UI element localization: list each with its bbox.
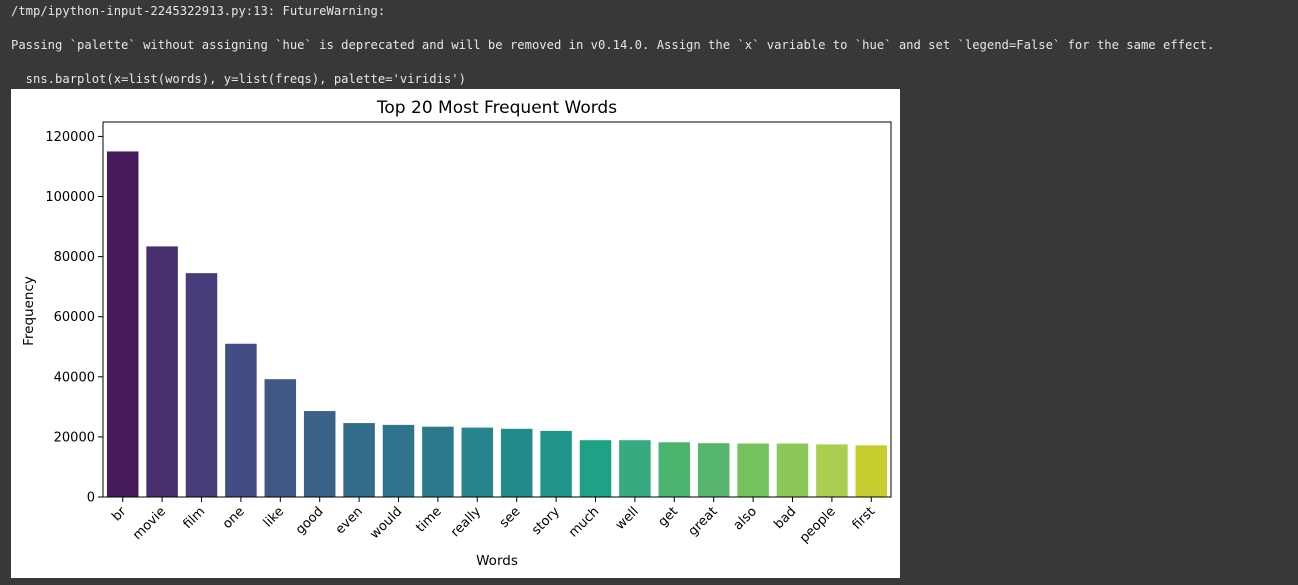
- bar-good: [303, 411, 336, 497]
- axes-frame: [102, 121, 892, 498]
- bar-really: [461, 427, 494, 497]
- bar-br: [106, 151, 139, 497]
- bar-also: [737, 443, 769, 497]
- y-tick-label: 100000: [45, 190, 95, 205]
- x-tick-label: time: [413, 504, 444, 535]
- x-tick-label: like: [261, 504, 287, 530]
- x-tick-label: much: [566, 504, 602, 540]
- x-tick-label: people: [797, 504, 839, 546]
- bar-one: [225, 343, 257, 497]
- warning-message: Passing `palette` without assigning `hue…: [11, 38, 1215, 52]
- y-tick-label: 60000: [54, 310, 95, 325]
- x-axis-label: Words: [476, 553, 518, 569]
- chart-title: Top 20 Most Frequent Words: [376, 98, 617, 118]
- x-tick-label: would: [367, 504, 405, 542]
- y-tick-label: 20000: [54, 430, 95, 445]
- bar-would: [382, 424, 415, 497]
- y-tick-label: 40000: [54, 370, 95, 385]
- bar-movie: [146, 246, 178, 497]
- bar-time: [422, 426, 454, 497]
- warning-header: /tmp/ipython-input-2245322913.py:13: Fut…: [11, 4, 386, 18]
- y-tick-label: 0: [87, 491, 95, 506]
- bar-like: [264, 379, 297, 497]
- x-tick-label: even: [333, 504, 366, 537]
- x-tick-label: great: [686, 504, 721, 539]
- x-tick-label: well: [613, 504, 642, 533]
- x-tick-label: one: [220, 504, 248, 532]
- x-tick-label: br: [109, 504, 130, 525]
- y-tick-label: 80000: [54, 250, 95, 265]
- bar-film: [185, 273, 218, 497]
- bar-even: [343, 423, 375, 497]
- bar-people: [816, 444, 848, 497]
- y-axis-label: Frequency: [21, 276, 37, 346]
- x-tick-label: movie: [130, 504, 169, 543]
- bar-first: [855, 445, 888, 497]
- chart-figure: Top 20 Most Frequent Words Frequency Wor…: [11, 89, 900, 578]
- bar-well: [619, 440, 651, 497]
- x-tick-label: film: [180, 504, 208, 532]
- x-tick-label: bad: [771, 504, 799, 532]
- bar-see: [500, 428, 533, 497]
- warning-code-line: sns.barplot(x=list(words), y=list(freqs)…: [11, 72, 466, 86]
- x-tick-label: first: [850, 504, 879, 533]
- x-tick-label: get: [655, 504, 681, 530]
- x-tick-label: also: [731, 504, 760, 533]
- x-tick-label: see: [497, 504, 524, 531]
- bar-much: [579, 440, 612, 497]
- bar-bad: [776, 443, 809, 497]
- x-tick-label: good: [293, 504, 327, 538]
- x-tick-label: story: [529, 504, 563, 538]
- x-tick-label: really: [448, 504, 484, 540]
- bar-get: [658, 442, 691, 497]
- bar-great: [697, 443, 730, 497]
- bar-story: [540, 430, 572, 497]
- bar-chart: Top 20 Most Frequent Words Frequency Wor…: [21, 98, 892, 569]
- y-tick-label: 120000: [45, 130, 95, 145]
